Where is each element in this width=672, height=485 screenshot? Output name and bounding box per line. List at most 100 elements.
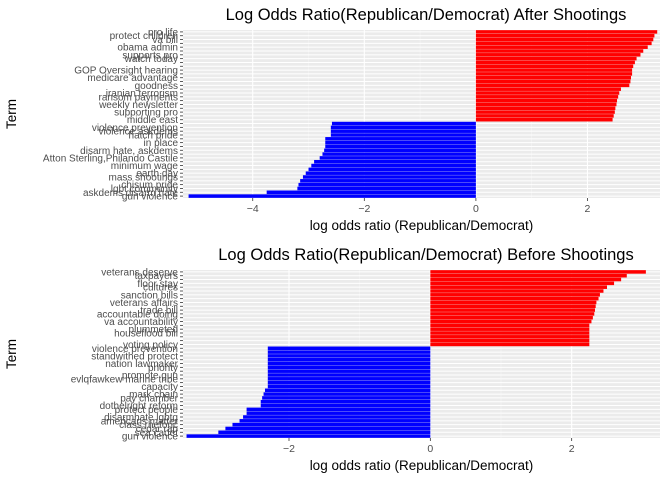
bar — [475, 83, 630, 88]
bar — [430, 277, 622, 282]
bar — [186, 434, 431, 438]
y-tick-label: earth day — [136, 169, 178, 180]
bar — [475, 56, 637, 61]
bar — [267, 346, 431, 351]
y-tick-label: minimum wage — [111, 161, 179, 172]
y-tick-label: pro life — [148, 27, 178, 38]
bar — [302, 175, 476, 179]
bar — [430, 270, 646, 274]
bar — [475, 30, 658, 34]
bar — [322, 152, 476, 156]
chart-title: Log Odds Ratio(Republican/Democrat) Befo… — [218, 246, 633, 264]
y-axis-label: Term — [4, 99, 19, 129]
bar — [430, 293, 600, 297]
bar — [430, 315, 593, 320]
y-tick-label: disarm hate, askdems — [80, 146, 178, 157]
bar — [475, 79, 631, 84]
bar — [475, 102, 617, 107]
bar — [264, 388, 431, 393]
y-tick-label: Atton Sterling,Philando Castile — [43, 153, 179, 164]
bar — [475, 110, 615, 114]
bar — [267, 373, 431, 377]
y-tick-label: mass shootings — [109, 173, 178, 184]
bar — [430, 327, 590, 331]
bar — [475, 68, 633, 72]
y-tick-label: promote gun — [122, 371, 178, 382]
bar — [267, 357, 431, 362]
y-tick-label: cedar rap — [136, 424, 179, 435]
bar — [475, 98, 618, 103]
bar — [475, 95, 619, 99]
y-tick-label: houseflood bill — [114, 329, 178, 340]
y-tick-label: goodness — [135, 81, 178, 92]
bar — [430, 335, 590, 339]
bar — [430, 319, 592, 324]
y-tick-label: ransom payments — [99, 92, 178, 103]
y-tick-label: veterans affairs — [110, 298, 178, 309]
bar — [311, 163, 476, 168]
y-tick-label: disarmhate lgbtq — [104, 413, 178, 424]
y-tick-label: violence prevention — [92, 123, 178, 134]
bar — [330, 129, 476, 133]
y-tick-label: protect people — [115, 405, 179, 416]
y-tick-label: voting policy — [123, 340, 178, 351]
y-tick-label: watch today — [124, 54, 178, 65]
bar — [243, 415, 431, 419]
bar — [260, 399, 431, 404]
bar — [308, 167, 476, 172]
y-tick-label: trade bill — [140, 306, 178, 317]
y-tick-label: hatch pride — [129, 131, 179, 142]
y-tick-label: class rhetoric — [119, 420, 178, 431]
bar — [325, 144, 476, 149]
x-tick-label: −4 — [247, 203, 259, 215]
y-tick-label: nation lawmaker — [105, 359, 178, 370]
bar — [331, 121, 476, 126]
bar — [430, 304, 596, 309]
bar — [267, 384, 431, 389]
bar — [298, 182, 476, 187]
bar — [300, 179, 476, 183]
y-tick-label: capacity — [141, 382, 178, 393]
bar — [430, 285, 607, 289]
bar — [305, 171, 476, 175]
x-tick-label: −2 — [283, 443, 295, 455]
bar — [430, 331, 590, 335]
bar — [267, 380, 431, 385]
y-tick-label: gun violence — [122, 432, 179, 443]
bar — [262, 396, 431, 400]
y-tick-label: weekly newsletter — [98, 100, 179, 111]
bar — [266, 190, 476, 195]
y-tick-label: plummeted — [129, 325, 178, 336]
y-tick-label: sanction bills — [121, 290, 178, 301]
y-tick-label: supporting pro — [114, 108, 178, 119]
y-axis-label: Term — [4, 339, 19, 369]
y-tick-label: in place — [144, 138, 179, 149]
y-tick-label: supports pro — [122, 50, 178, 61]
y-tick-label: accountable doing — [97, 309, 178, 320]
bar — [430, 300, 597, 305]
bar — [267, 377, 431, 381]
chart-title: Log Odds Ratio(Republican/Democrat) Afte… — [226, 6, 627, 24]
bar — [246, 411, 431, 415]
y-tick-label: protect children — [110, 31, 178, 42]
bar — [218, 430, 431, 435]
bar — [330, 133, 476, 137]
y-tick-label: va accountability — [104, 317, 178, 328]
bar — [475, 41, 652, 46]
bar — [430, 296, 599, 301]
y-tick-label: askdems disarm hate — [83, 188, 178, 199]
y-tick-label: va bill — [152, 35, 178, 46]
bar — [430, 323, 590, 328]
y-tick-label: middle east — [127, 115, 178, 126]
bar — [430, 273, 627, 278]
x-tick-label: 2 — [585, 203, 591, 215]
bar — [188, 194, 476, 198]
y-tick-label: americans matter — [101, 416, 179, 427]
bar — [475, 60, 635, 65]
y-tick-label: sea cadet — [135, 428, 179, 439]
x-tick-label: 2 — [569, 443, 575, 455]
